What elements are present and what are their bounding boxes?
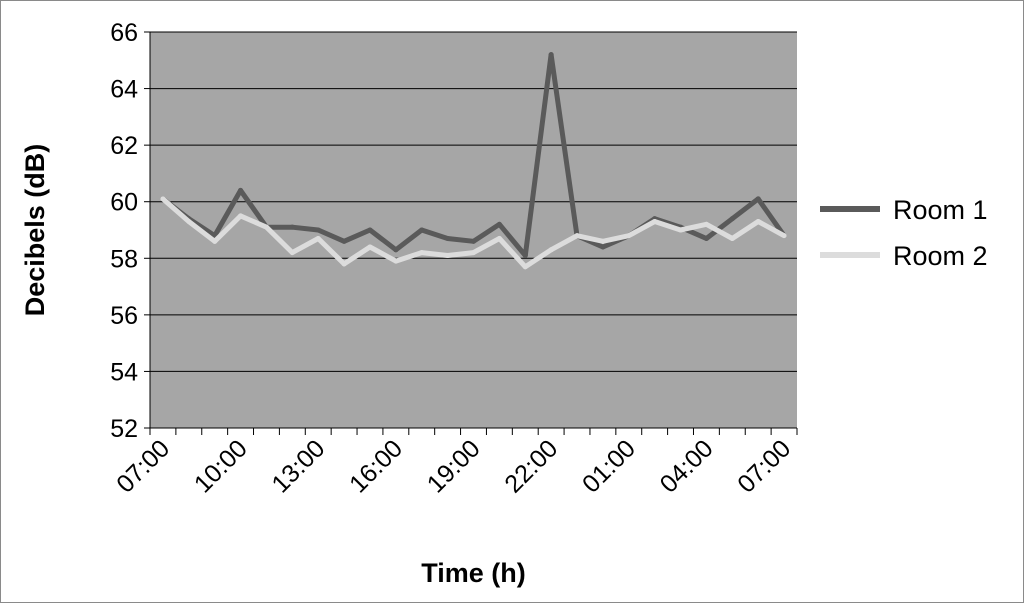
data-point xyxy=(548,52,554,58)
y-tick-label: 58 xyxy=(110,245,138,273)
x-axis-title: Time (h) xyxy=(421,558,526,588)
legend-label: Room 2 xyxy=(893,241,988,271)
data-point xyxy=(703,235,709,241)
data-point xyxy=(626,233,632,239)
x-tick-label: 16:00 xyxy=(344,434,408,498)
x-tick-label: 10:00 xyxy=(189,434,253,498)
data-point xyxy=(419,227,425,233)
x-tick-label: 19:00 xyxy=(422,434,486,498)
data-point xyxy=(703,221,709,227)
data-point xyxy=(755,196,761,202)
y-tick-label: 60 xyxy=(110,189,138,217)
data-point xyxy=(263,224,269,230)
data-point xyxy=(315,227,321,233)
gridlines xyxy=(150,31,797,372)
data-point xyxy=(652,219,658,225)
y-tick-label: 56 xyxy=(110,302,138,330)
y-axis-title: Decibels (dB) xyxy=(20,144,50,317)
data-point xyxy=(471,238,476,244)
data-point xyxy=(729,235,735,241)
data-point xyxy=(548,247,554,253)
y-tick-label: 62 xyxy=(110,132,138,160)
data-point xyxy=(522,264,528,270)
data-point xyxy=(445,235,451,241)
x-tick-label: 22:00 xyxy=(499,434,563,498)
legend: Room 1 Room 2 xyxy=(820,195,988,271)
data-point xyxy=(471,250,476,256)
data-point xyxy=(393,258,399,264)
legend-label: Room 1 xyxy=(893,195,988,225)
series-lines xyxy=(160,52,787,270)
data-point xyxy=(729,216,735,222)
data-point xyxy=(781,233,787,239)
x-tick-label: 13:00 xyxy=(266,434,330,498)
data-point xyxy=(186,219,192,225)
y-tick-label: 66 xyxy=(110,19,138,47)
data-point xyxy=(496,235,502,241)
y-tick-label: 52 xyxy=(110,415,138,443)
data-point xyxy=(212,238,218,244)
y-axis-ticks: 52 54 56 58 60 62 64 66 xyxy=(110,19,150,443)
data-point xyxy=(445,252,451,258)
data-point xyxy=(289,250,295,256)
x-tick-label: 04:00 xyxy=(655,434,719,498)
data-point xyxy=(238,213,244,219)
data-point xyxy=(393,247,399,253)
data-point xyxy=(160,196,166,202)
data-point xyxy=(367,244,373,250)
data-point xyxy=(341,261,347,267)
data-point xyxy=(678,227,684,233)
data-point xyxy=(600,238,606,244)
x-axis-ticks: 07:00 10:00 13:00 16:00 19:00 22:00 01:00 04:00… xyxy=(111,428,798,498)
axes xyxy=(149,32,797,429)
data-point xyxy=(600,244,606,250)
y-tick-label: 54 xyxy=(110,358,138,386)
data-point xyxy=(755,219,761,225)
y-tick-label: 64 xyxy=(110,76,138,104)
data-point xyxy=(341,238,347,244)
x-tick-label: 01:00 xyxy=(577,434,641,498)
data-point xyxy=(289,224,295,230)
data-point xyxy=(238,187,244,193)
data-point xyxy=(574,233,580,239)
x-tick-label: 07:00 xyxy=(111,434,175,498)
plot-area xyxy=(150,32,797,428)
data-point xyxy=(496,221,502,227)
data-point xyxy=(419,250,425,256)
data-point xyxy=(367,227,373,233)
data-point xyxy=(315,235,321,241)
data-point xyxy=(522,252,528,258)
x-tick-label: 07:00 xyxy=(732,434,796,498)
